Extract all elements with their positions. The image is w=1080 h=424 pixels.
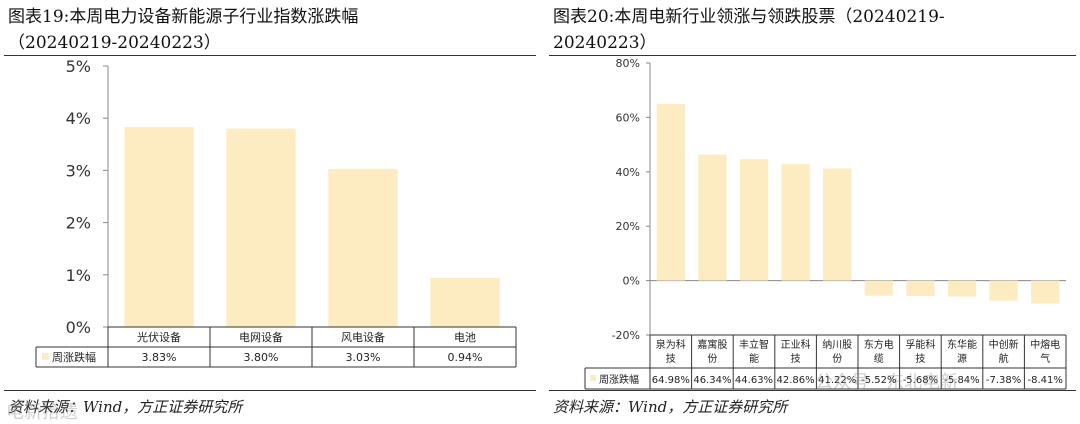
bar bbox=[328, 168, 398, 327]
bar bbox=[124, 127, 194, 327]
y-tick-label: 2% bbox=[66, 214, 91, 233]
x-category-label-line2: 技 bbox=[791, 352, 801, 365]
data-label: 46.34% bbox=[693, 375, 731, 386]
data-label: -7.38% bbox=[986, 375, 1021, 386]
bar bbox=[906, 280, 935, 297]
data-label: -8.41% bbox=[1028, 375, 1063, 386]
left-title-line2: （20240219-20240223） bbox=[8, 33, 221, 53]
x-category-label: 电网设备 bbox=[239, 330, 283, 344]
x-category-label-line1: 中创新 bbox=[989, 338, 1019, 351]
left-source-rule bbox=[4, 390, 536, 391]
x-category-label-line1: 泉为科 bbox=[656, 338, 686, 351]
bar bbox=[698, 154, 727, 281]
right-chart-panel: 图表20:本周电新行业领涨与领跌股票（20240219- 20240223） -… bbox=[545, 0, 1080, 424]
data-label: 44.63% bbox=[735, 375, 773, 386]
data-label: 3.03% bbox=[346, 351, 381, 364]
data-label: 64.98% bbox=[652, 375, 690, 386]
x-category-label-line1: 纳川股 bbox=[822, 338, 852, 351]
y-tick-label: 0% bbox=[66, 318, 91, 337]
right-title-line2: 20240223） bbox=[553, 33, 657, 53]
data-label: 42.86% bbox=[777, 375, 815, 386]
bar bbox=[430, 277, 500, 327]
left-source-note: 资料来源：Wind，方正证券研究所 bbox=[8, 398, 243, 416]
legend-label: 周涨跌幅 bbox=[599, 373, 639, 386]
data-label: -5.84% bbox=[944, 375, 979, 386]
bar bbox=[1031, 280, 1060, 304]
bar bbox=[656, 103, 685, 281]
data-label: 41.22% bbox=[818, 375, 856, 386]
right-title-rule bbox=[549, 55, 1076, 56]
y-tick-label: 1% bbox=[66, 266, 91, 285]
right-chart-title: 图表20:本周电新行业领涨与领跌股票（20240219- 20240223） bbox=[553, 4, 1073, 56]
y-tick-label: 80% bbox=[616, 57, 640, 70]
x-category-label: 电池 bbox=[454, 331, 476, 344]
bar bbox=[781, 164, 810, 281]
x-category-label-line2: 份 bbox=[707, 353, 717, 365]
legend-label: 周涨跌幅 bbox=[52, 350, 96, 364]
x-category-label-line1: 东华能 bbox=[947, 338, 977, 351]
bar bbox=[947, 280, 977, 297]
y-tick-label: 5% bbox=[66, 57, 91, 76]
data-label: 3.83% bbox=[142, 351, 177, 364]
y-tick-label: 3% bbox=[66, 161, 91, 180]
data-label: -5.52% bbox=[861, 375, 896, 386]
x-category-label: 光伏设备 bbox=[137, 330, 181, 344]
left-bar-chart: 0% 1% 2% 3% 4% 5% 光伏设备 3.83% 电网设备 3.80% 风电设备 3.03% 电… bbox=[35, 57, 517, 368]
x-category-label-line2: 技 bbox=[915, 352, 925, 365]
data-label: 0.94% bbox=[448, 351, 483, 364]
right-source-note: 资料来源：Wind，方正证券研究所 bbox=[553, 398, 788, 416]
data-label: 3.80% bbox=[244, 351, 279, 364]
bar bbox=[989, 280, 1018, 301]
left-chart-panel: 图表19:本周电力设备新能源子行业指数涨跌幅 （20240219-2024022… bbox=[4, 4, 536, 423]
x-category-label-line2: 能 bbox=[749, 352, 759, 365]
x-category-label-line1: 丰立智 bbox=[739, 338, 769, 351]
y-tick-label: -20% bbox=[612, 329, 640, 342]
data-label: -5.68% bbox=[903, 375, 938, 386]
left-title-rule bbox=[4, 55, 536, 56]
y-tick-label: 20% bbox=[616, 220, 640, 233]
x-category-label-line1: 孚能科 bbox=[905, 338, 935, 351]
x-category-label-line2: 缆 bbox=[874, 352, 884, 365]
x-category-label: 风电设备 bbox=[341, 330, 385, 344]
bar bbox=[823, 168, 852, 281]
left-title-line1: 图表19:本周电力设备新能源子行业指数涨跌幅 bbox=[8, 7, 359, 27]
right-source-rule bbox=[549, 390, 1076, 391]
right-bar-chart: -20%0%20%40%60%80%泉为科技64.98%嘉寓股份46.34%丰立… bbox=[584, 57, 1067, 390]
legend-swatch bbox=[42, 353, 49, 360]
bar bbox=[226, 128, 296, 327]
left-chart-title: 图表19:本周电力设备新能源子行业指数涨跌幅 （20240219-2024022… bbox=[8, 4, 528, 56]
x-category-label-line1: 中熔电 bbox=[1030, 338, 1060, 351]
legend-swatch bbox=[590, 375, 596, 381]
x-category-label-line2: 份 bbox=[832, 353, 842, 365]
right-title-line1: 图表20:本周电新行业领涨与领跌股票（20240219- bbox=[553, 7, 945, 27]
y-tick-label: 60% bbox=[616, 111, 640, 124]
x-category-label-line2: 航 bbox=[999, 352, 1009, 365]
y-tick-label: 4% bbox=[66, 109, 91, 128]
x-category-label-line2: 技 bbox=[666, 352, 676, 365]
y-tick-label: 40% bbox=[616, 166, 640, 179]
x-category-label-line2: 气 bbox=[1040, 352, 1050, 365]
bar bbox=[864, 280, 893, 296]
x-category-label-line1: 正业科 bbox=[781, 338, 811, 351]
x-category-label-line1: 嘉寓股 bbox=[697, 338, 727, 351]
x-category-label-line1: 东方电 bbox=[864, 338, 894, 351]
x-category-label-line2: 源 bbox=[957, 352, 967, 365]
bar bbox=[739, 159, 769, 281]
y-tick-label: 0% bbox=[623, 275, 640, 288]
